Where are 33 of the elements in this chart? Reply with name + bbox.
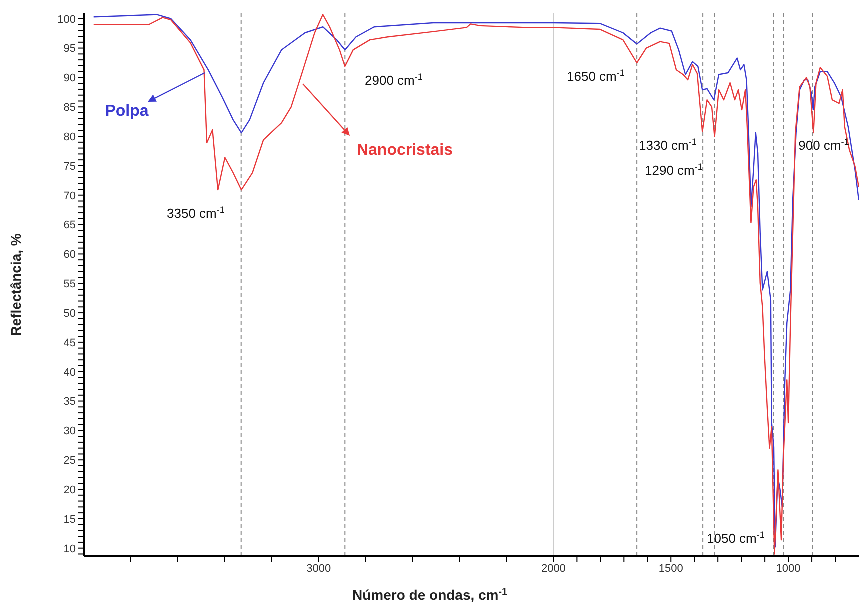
- y-tick-label: 20: [64, 484, 76, 496]
- y-tick-label: 15: [64, 514, 76, 526]
- annotation: 2900 cm$^{-1}$: [365, 72, 423, 88]
- y-tick-label: 25: [64, 455, 76, 468]
- legend-label: Polpa: [105, 103, 149, 120]
- y-tick-label: 40: [64, 366, 76, 379]
- x-axis-title: Número de ondas, cm$^{-1}$: [352, 586, 508, 603]
- annotation: 1330 cm$^{-1}$: [639, 137, 697, 153]
- annotation: 1650 cm$^{-1}$: [567, 68, 625, 84]
- y-tick-label: 80: [64, 131, 76, 144]
- y-tick-label: 75: [64, 160, 76, 173]
- y-tick-label: 50: [64, 308, 76, 320]
- annotation: 1050 cm$^{-1}$: [707, 530, 765, 546]
- y-tick-label: 55: [64, 278, 76, 291]
- x-tick-label: 1000: [776, 562, 801, 575]
- legend-label: Nanocristais: [356, 142, 454, 159]
- x-tick-label: 3000: [306, 562, 332, 575]
- y-tick-label: 30: [64, 426, 76, 438]
- y-tick-label: 70: [64, 190, 76, 202]
- x-tick-label: 1500: [658, 562, 684, 575]
- y-tick-label: 100: [58, 14, 76, 26]
- y-axis-title: Reflectância, %: [8, 233, 24, 336]
- annotation: 3350 cm$^{-1}$: [167, 205, 225, 221]
- y-tick-label: 35: [64, 396, 76, 408]
- y-tick-label: 85: [64, 102, 76, 114]
- y-tick-label: 10: [64, 543, 76, 556]
- y-tick-label: 95: [64, 43, 76, 56]
- y-tick-label: 90: [64, 72, 76, 85]
- annotation: 1290 cm$^{-1}$: [645, 162, 703, 178]
- y-tick-label: 45: [64, 337, 76, 350]
- x-tick-label: 2000: [541, 562, 566, 575]
- y-tick-label: 60: [64, 249, 76, 262]
- y-tick-label: 65: [64, 220, 76, 232]
